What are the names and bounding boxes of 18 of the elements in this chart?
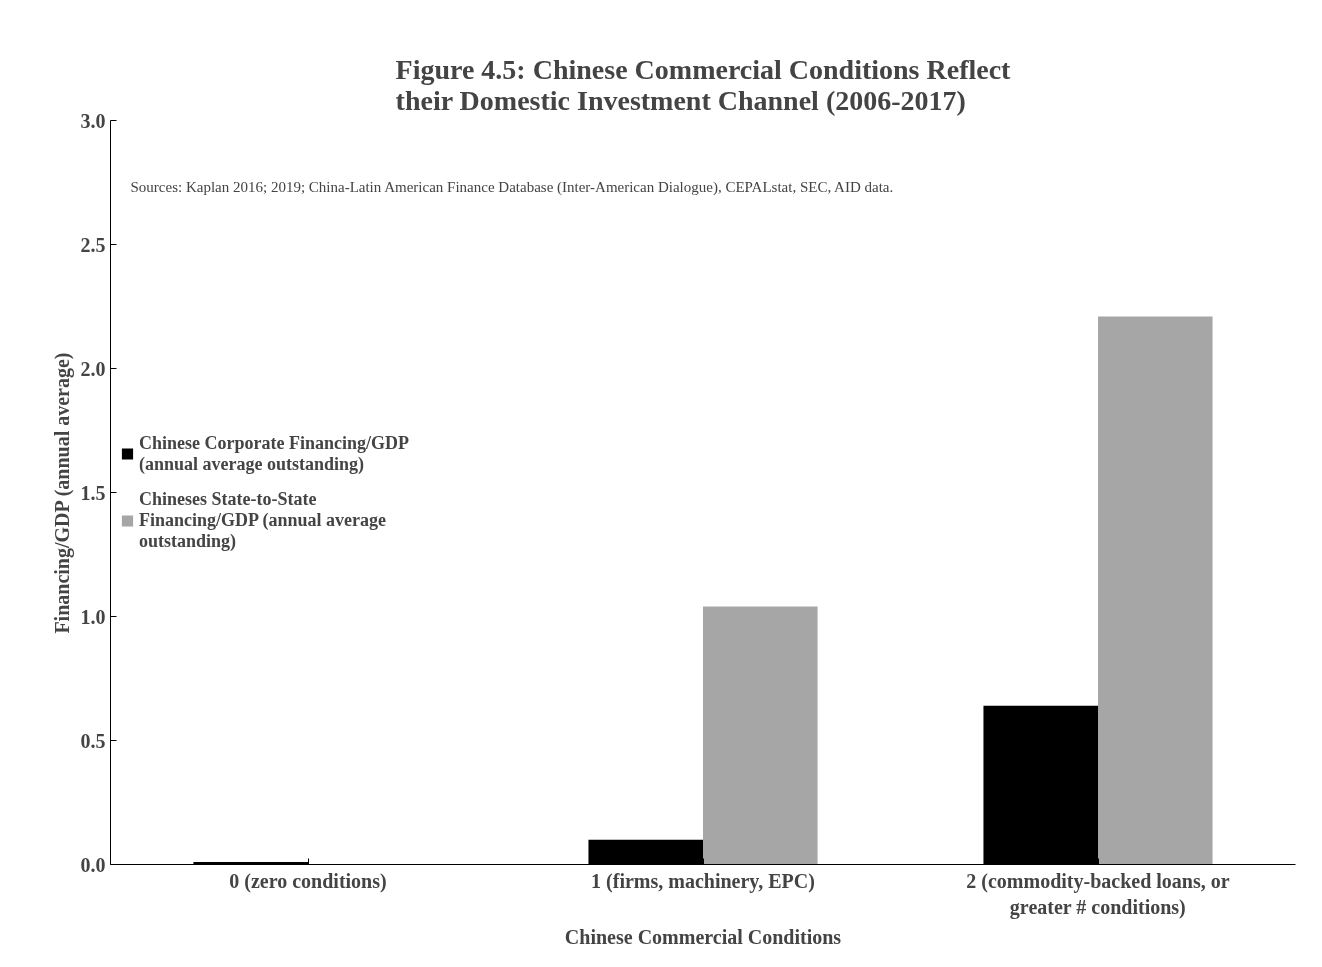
x-tick-label: 0 (zero conditions) bbox=[229, 869, 387, 893]
legend-label: Chinese Corporate Financing/GDP (annual average outstanding) bbox=[139, 432, 409, 475]
y-tick-label: 3.0 bbox=[80, 109, 106, 132]
y-tick-label: 1.0 bbox=[80, 605, 106, 628]
y-tick-label: 2.5 bbox=[80, 233, 106, 256]
y-tick-label: 0.5 bbox=[80, 729, 106, 752]
annotation: Sources: Kaplan 2016; 2019; China-Latin American Finance Database (Inter-American Dialogue), CEPALstat, SEC, AID data. bbox=[130, 178, 894, 196]
y-tick-label: 1.5 bbox=[80, 481, 106, 504]
y-tick-label: 0.0 bbox=[80, 853, 106, 876]
y-tick-label: 2.0 bbox=[80, 357, 106, 380]
legend-label: Chineses State-to-State Financing/GDP (annual average outstanding) bbox=[139, 488, 387, 552]
x-tick-label: 2 (commodity-backed loans, or greater # conditions) bbox=[966, 869, 1230, 919]
y-axis-title: Financing/GDP (annual average) bbox=[50, 352, 74, 634]
bar bbox=[1098, 316, 1213, 865]
x-tick-label: 1 (firms, machinery, EPC) bbox=[591, 869, 815, 893]
chart-title: Figure 4.5: Chinese Commercial Conditions Reflect their Domestic Investment Channel (2006-2017) bbox=[395, 53, 1012, 116]
x-axis-title: Chinese Commercial Conditions bbox=[564, 925, 842, 948]
bar bbox=[703, 606, 818, 865]
